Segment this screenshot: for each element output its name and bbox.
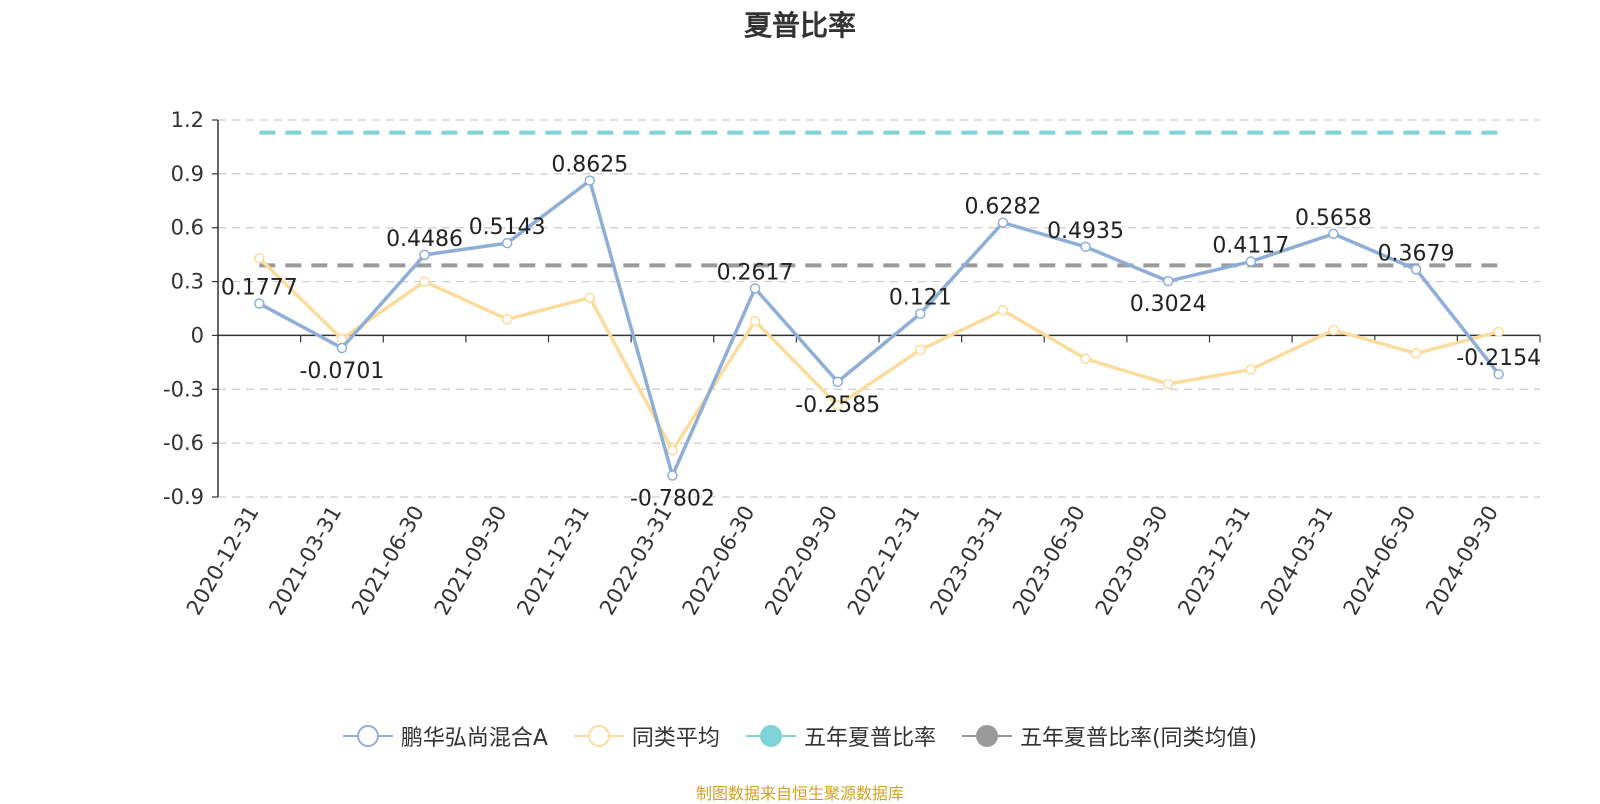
x-tick-label: 2021-12-31 [512, 502, 594, 620]
x-tick-label: 2024-09-30 [1421, 502, 1503, 620]
y-tick-label: 0.6 [171, 216, 204, 240]
legend-swatch-marker [975, 725, 998, 747]
fund-data-label: 0.1777 [221, 276, 298, 301]
fund-data-label: 0.4935 [1047, 219, 1124, 244]
y-tick-label: 0 [191, 323, 204, 347]
fund-point [501, 237, 513, 249]
legend-swatch-marker [587, 725, 610, 747]
fund-data-label: -0.0701 [299, 359, 384, 384]
x-tick-label: 2023-12-31 [1173, 502, 1255, 620]
x-tick-label: 2022-12-31 [843, 502, 925, 620]
legend-item-five-year[interactable]: 五年夏普比率 [745, 720, 936, 752]
fund-point [1162, 275, 1174, 287]
fund-point [997, 217, 1009, 228]
peer-average-point [1080, 353, 1091, 365]
fund-point [1245, 256, 1257, 267]
fund-data-label: -0.2154 [1456, 346, 1541, 371]
peer-average-line [258, 256, 1500, 453]
x-tick-label: 2022-03-31 [595, 502, 677, 620]
fund-data-label: 0.8625 [551, 153, 628, 178]
peer-average-point [667, 445, 678, 456]
peer-average-point [1410, 348, 1422, 359]
legend-label-peer: 同类平均 [631, 726, 720, 751]
x-tick-label: 2022-09-30 [760, 502, 842, 620]
fund-point [1080, 241, 1091, 253]
y-tick-label: 0.9 [171, 162, 204, 186]
legend-swatch-five-year [745, 725, 796, 747]
fund-point [1410, 264, 1422, 275]
x-tick-label: 2021-09-30 [430, 502, 512, 620]
y-tick-label: -0.3 [163, 377, 204, 401]
fund-data-label: 0.121 [889, 286, 952, 311]
legend-swatch-fund [342, 725, 393, 747]
peer-average-point [832, 400, 843, 411]
legend-swatch-peer [573, 725, 624, 747]
peer-average-point [1245, 364, 1257, 375]
peer-average-point [915, 344, 926, 356]
fund-data-label: 0.3024 [1130, 292, 1207, 317]
peer-average-point [584, 292, 596, 303]
peer-average-point [749, 315, 761, 327]
peer-average-point [419, 276, 430, 287]
peer-average-point [1328, 324, 1339, 336]
x-tick-label: 2023-09-30 [1091, 502, 1173, 620]
fund-data-label: 0.4117 [1212, 234, 1289, 259]
legend-item-five-year-peer[interactable]: 五年夏普比率(同类均值) [961, 720, 1258, 752]
fund-data-label: 0.2617 [717, 260, 794, 285]
peer-average-point [254, 252, 265, 264]
fund-line [258, 178, 1501, 478]
legend-label-fund: 鹏华弘尚混合A [400, 726, 548, 751]
legend-swatch-marker [759, 725, 782, 747]
x-tick-label: 2021-03-31 [264, 502, 346, 620]
peer-average-point [997, 305, 1009, 316]
peer-average-point [1162, 378, 1174, 390]
peer-average-point [1493, 326, 1504, 338]
fund-point [832, 376, 843, 388]
fund-point [254, 298, 265, 309]
fund-data-label: -0.2585 [795, 393, 880, 418]
legend-item-fund[interactable]: 鹏华弘尚混合A [342, 720, 548, 752]
legend-swatch-marker [356, 725, 379, 747]
y-tick-label: 1.2 [171, 108, 204, 132]
fund-data-label: 0.5143 [469, 215, 546, 240]
fund-point [749, 283, 761, 294]
fund-data-label: 0.5658 [1295, 206, 1372, 231]
fund-point [1493, 368, 1504, 380]
fund-point [1328, 228, 1339, 240]
x-tick-label: 2024-03-31 [1256, 502, 1338, 620]
fund-point [915, 308, 926, 319]
x-tick-label: 2021-06-30 [347, 502, 429, 620]
fund-point [419, 249, 430, 261]
legend: 鹏华弘尚混合A 同类平均 五年夏普比率 五年夏普比率(同类均值) [0, 720, 1600, 752]
source-note: 制图数据来自恒生聚源数据库 [695, 784, 904, 803]
legend-swatch-five-year-peer [961, 725, 1012, 747]
fund-point [667, 470, 678, 481]
x-tick-label: 2023-06-30 [1008, 502, 1090, 620]
y-tick-label: -0.6 [163, 431, 204, 455]
y-tick-label: -0.9 [163, 485, 204, 509]
fund-point [336, 342, 348, 354]
fund-point [584, 175, 596, 186]
fund-data-label: -0.7802 [630, 486, 715, 511]
legend-label-five-year: 五年夏普比率 [803, 726, 936, 751]
x-tick-label: 2020-12-31 [182, 502, 264, 620]
chart-title: 夏普比率 [743, 9, 856, 42]
x-tick-label: 2022-06-30 [678, 502, 760, 620]
x-tick-label: 2024-06-30 [1339, 502, 1421, 620]
fund-data-label: 0.3679 [1378, 241, 1455, 266]
legend-item-peer[interactable]: 同类平均 [573, 720, 720, 752]
fund-data-label: 0.6282 [964, 195, 1041, 220]
x-tick-label: 2023-03-31 [925, 502, 1007, 620]
y-tick-label: 0.3 [171, 270, 204, 294]
peer-average-point [501, 314, 513, 325]
fund-data-label: 0.4486 [386, 227, 463, 252]
legend-label-five-year-peer: 五年夏普比率(同类均值) [1019, 726, 1258, 751]
